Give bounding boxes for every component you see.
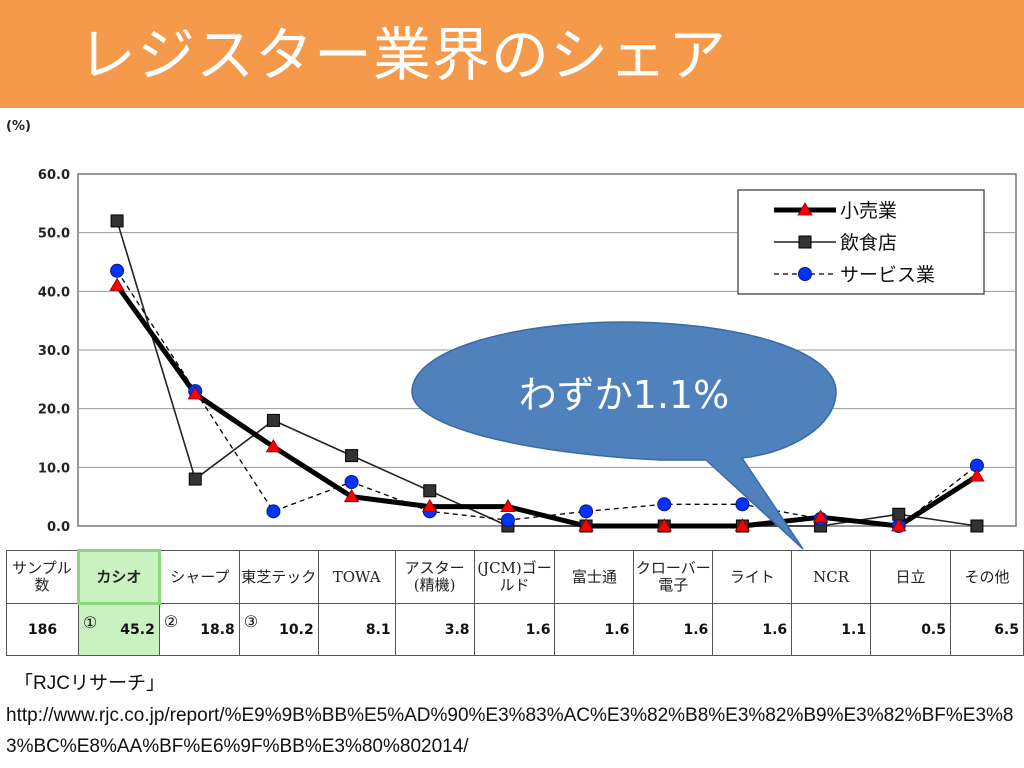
y-tick-label: 60.0	[38, 168, 70, 183]
data-point	[734, 518, 751, 532]
y-tick-label: 40.0	[38, 285, 70, 300]
table-cell-share: 1.6	[633, 603, 714, 656]
share-value: 1.1	[841, 621, 867, 638]
legend-marker	[797, 202, 813, 216]
data-point	[657, 497, 672, 512]
table-cell-share: 1.6	[712, 603, 793, 656]
legend-label: 飲食店	[840, 232, 897, 254]
data-point	[500, 513, 515, 528]
table-cell-share: 1.6	[554, 603, 635, 656]
share-value: 6.5	[994, 621, 1019, 638]
share-value: 10.2	[279, 621, 314, 638]
y-tick-label: 30.0	[38, 344, 70, 359]
data-point	[656, 518, 672, 532]
data-point	[110, 263, 125, 278]
data-point	[345, 449, 359, 463]
series-line	[116, 220, 978, 527]
source-url[interactable]: http://www.rjc.co.jp/report/%E9%9B%BB%E5…	[6, 705, 1014, 757]
share-value: 45.2	[120, 622, 155, 638]
table-cell-share: ③ 10.2	[238, 603, 319, 656]
legend-label: 小売業	[840, 200, 897, 222]
y-tick-label: 50.0	[38, 227, 70, 242]
table-column-name: シャープ	[158, 550, 240, 604]
share-value: 3.8	[444, 621, 470, 638]
data-point	[187, 386, 203, 400]
data-point	[970, 519, 984, 533]
table-header-row: サンプル数 カシオ シャープ 東芝テック TOWA アスター(精機) (JCM)ゴールド富…	[6, 549, 1024, 605]
y-tick-label: 0.0	[47, 520, 70, 535]
data-point	[812, 509, 829, 523]
table-header-sample: サンプル数	[6, 550, 79, 604]
table-column-name: 富士通	[554, 550, 635, 604]
data-point	[110, 214, 124, 228]
table-cell-share: 1.1	[791, 603, 872, 656]
data-point	[500, 498, 516, 513]
share-value: 18.8	[200, 621, 235, 638]
data-point	[266, 413, 280, 427]
data-point	[344, 475, 359, 489]
data-point	[579, 504, 594, 519]
slide-title: レジスター業界のシェア	[78, 21, 728, 89]
data-point	[109, 277, 125, 291]
table-cell-share: ② 18.8	[158, 603, 240, 656]
table-column-name: クローバー電子	[633, 550, 714, 604]
table-value-row: 186 ① 45.2 ② 18.8 ③ 10.2 8.1 3.8 1.6 1.6 1.6 1.6 1.1…	[6, 603, 1024, 656]
data-point	[578, 518, 594, 532]
table-column-name: その他	[950, 550, 1024, 604]
data-point	[423, 484, 437, 498]
table-cell-share: 3.8	[394, 603, 475, 656]
y-tick-label: 20.0	[38, 403, 70, 418]
line-chart: (%) 0.0 10.0 20.0 30.0 40.0 50.0 60.0 小売業飲食店サービス…	[6, 119, 1017, 550]
callout-shape	[411, 321, 837, 550]
rank-marker: ②	[163, 612, 179, 631]
source-label: 「RJCリサーチ」	[14, 673, 165, 694]
data-point	[343, 488, 360, 503]
data-point	[188, 472, 202, 486]
share-value: 1.6	[604, 621, 630, 638]
callout-bubble: わずか1.1%	[411, 321, 837, 550]
table-cell-share: 0.5	[870, 603, 951, 656]
share-table: サンプル数 カシオ シャープ 東芝テック TOWA アスター(精機) (JCM)ゴールド富…	[6, 549, 1024, 656]
table-column-name: ライト	[712, 550, 793, 604]
table-column-name: TOWA	[317, 550, 396, 604]
title-bar: レジスター業界のシェア	[0, 0, 1024, 108]
rank-marker: ①	[82, 613, 98, 632]
data-point	[891, 518, 907, 532]
table-column-name: NCR	[791, 550, 872, 604]
table-cell-share: 8.1	[317, 603, 396, 656]
table-sample-size: 186	[6, 603, 79, 656]
legend-marker	[798, 267, 812, 281]
table-column-name: アスター(精機)	[394, 550, 475, 604]
table-column-name: 日立	[870, 550, 951, 604]
table-column-name: (JCM)ゴールド	[473, 550, 556, 604]
share-value: 1.6	[683, 621, 709, 638]
share-value: 8.1	[365, 621, 391, 638]
series-line	[115, 284, 979, 529]
data-point	[969, 468, 985, 482]
legend-label: サービス業	[840, 264, 935, 286]
legend-marker	[798, 235, 812, 249]
table-cell-share: 6.5	[950, 603, 1024, 656]
share-value: 1.6	[762, 621, 788, 638]
table-cell-share: 1.6	[473, 603, 556, 656]
data-point	[735, 497, 750, 512]
table-column-name: 東芝テック	[238, 550, 319, 604]
data-point	[266, 504, 281, 519]
share-value: 0.5	[921, 621, 946, 638]
table-cell-share: ① 45.2	[77, 603, 160, 656]
rank-marker: ③	[243, 612, 259, 631]
y-axis-label: (%)	[6, 119, 31, 134]
data-point	[265, 439, 282, 453]
table-column-name: カシオ	[76, 549, 161, 605]
share-value: 1.6	[525, 621, 551, 638]
y-tick-label: 10.0	[38, 461, 70, 476]
callout-text: わずか1.1%	[519, 373, 730, 417]
data-point	[422, 498, 438, 513]
